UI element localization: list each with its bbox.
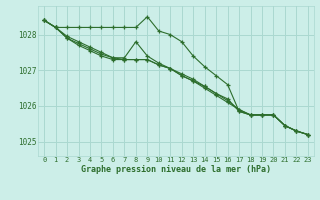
X-axis label: Graphe pression niveau de la mer (hPa): Graphe pression niveau de la mer (hPa) [81,165,271,174]
